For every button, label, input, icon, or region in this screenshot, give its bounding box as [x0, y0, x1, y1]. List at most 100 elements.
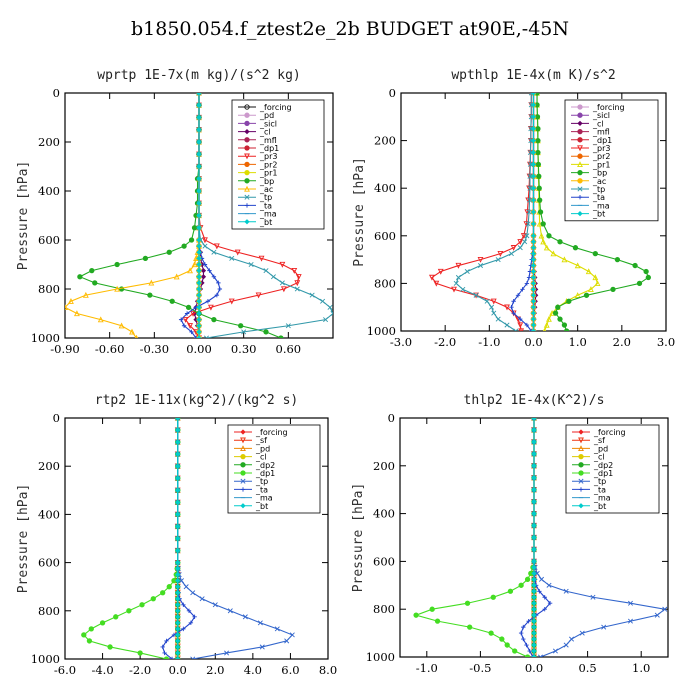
data-point_tp [327, 304, 333, 310]
data-point_bt [531, 654, 537, 657]
data-point_dp1 [507, 588, 514, 594]
legend-label: _cl [255, 453, 267, 462]
data-point_bt [531, 612, 537, 618]
legend-label: _tp [259, 193, 272, 202]
legend-label: _pr2 [259, 160, 277, 169]
data-point_bt [196, 163, 202, 170]
data-point_tp [229, 255, 235, 261]
x-tick-label: -4.0 [91, 663, 113, 677]
data-point_pr3 [182, 316, 189, 323]
data-point_bt [175, 451, 181, 457]
data-point_dp1 [126, 608, 132, 614]
data-point_bp [147, 292, 153, 298]
legend-marker [577, 145, 583, 152]
legend-label: _ma [593, 494, 611, 503]
data-point_bt [530, 161, 537, 168]
data-point_bt [530, 233, 537, 239]
data-point_tp [537, 654, 543, 657]
legend-label: _pr1 [259, 169, 277, 178]
legend-marker [578, 429, 584, 435]
data-point_ac [65, 304, 68, 311]
data-point_bt [196, 261, 202, 268]
data-point_bp [535, 126, 541, 132]
data-point_pr3 [437, 268, 444, 275]
data-point_bt [196, 274, 202, 280]
data-point_pr3 [255, 292, 262, 299]
data-point_bt [196, 93, 202, 96]
panel-3: rtp2 1E-11x(kg^2)/(kg^2 s) Pressure [hPa]… [16, 393, 337, 677]
data-point_tp [248, 261, 254, 268]
data-point_bp [181, 243, 187, 249]
data-point_dp1 [107, 644, 113, 650]
data-point_bt [175, 638, 181, 644]
y-tick-label: 600 [374, 229, 396, 243]
data-point_bt [175, 602, 181, 608]
data-point_ta [521, 636, 526, 642]
data-point_bt [531, 636, 537, 642]
data-point_tp [527, 185, 533, 191]
data-point_bt [175, 559, 181, 566]
data-point_bt [196, 114, 202, 121]
data-point_pr3 [504, 304, 510, 311]
data-point_bt [531, 427, 537, 433]
x-tick-label: 3.0 [657, 335, 675, 349]
panel-1: wprtp 1E-7x(m kg)/(s^2 kg) Pressure [hPa]… [16, 68, 334, 356]
data-point_ta [162, 650, 167, 656]
legend-label: _pr2 [592, 152, 610, 161]
data-point_tp [627, 618, 633, 624]
data-point_tp [527, 161, 533, 167]
legend-label: _bt [255, 502, 268, 511]
legend-marker [578, 487, 584, 492]
data-point_dp1 [488, 630, 494, 636]
data-point_ta [511, 310, 516, 316]
data-point_pr3 [497, 250, 504, 257]
data-point_ta [192, 614, 197, 620]
data-point_bt [530, 209, 537, 215]
legend-marker [240, 445, 246, 452]
data-point_pr3 [294, 280, 301, 287]
y-tick-label: 200 [38, 135, 60, 149]
legend-marker [577, 186, 583, 192]
y-axis-label: Pressure [hPa] [16, 161, 31, 271]
data-point_bt [531, 606, 537, 612]
data-point_bp [614, 256, 621, 263]
data-point_pr3 [279, 261, 286, 268]
data-point_bt [531, 439, 537, 445]
data-point_pr3 [258, 255, 265, 262]
data-point_tp [654, 612, 660, 618]
data-point_bt [175, 463, 181, 469]
data-point_bt [531, 451, 537, 457]
data-point_bp [555, 304, 561, 310]
data-point_bt [530, 310, 537, 316]
data-point_pr1 [550, 250, 557, 257]
data-point_ta [169, 656, 175, 659]
data-point_bt [175, 499, 181, 505]
y-tick-label: 800 [374, 276, 396, 290]
data-point_bt [196, 127, 202, 133]
data-point_tp [453, 280, 459, 286]
data-point_bt [531, 594, 537, 600]
data-point_pr3 [190, 310, 196, 317]
data-point_pr3 [428, 274, 435, 281]
data-point_bt [530, 280, 537, 287]
data-point_bt [530, 328, 537, 331]
data-point_pr3 [433, 280, 440, 287]
series-line_dp1 [82, 418, 179, 659]
data-point_ta [515, 293, 521, 298]
data-point_dp1 [464, 600, 471, 606]
data-point_ta [189, 329, 194, 335]
data-point_tp [563, 642, 569, 648]
data-point_cl [200, 274, 207, 280]
data-point_bt [531, 534, 537, 541]
legend-label: _tp [593, 477, 606, 486]
series-group [413, 418, 668, 657]
data-point_bt [175, 626, 181, 632]
data-point_bt [196, 200, 202, 206]
data-point_ta [518, 316, 523, 322]
legend-marker [244, 128, 250, 135]
data-point_tp [524, 233, 530, 239]
data-point_bt [175, 427, 181, 433]
data-point_bt [530, 221, 537, 227]
data-point_pr3 [510, 245, 517, 251]
data-point_bt [196, 212, 202, 219]
